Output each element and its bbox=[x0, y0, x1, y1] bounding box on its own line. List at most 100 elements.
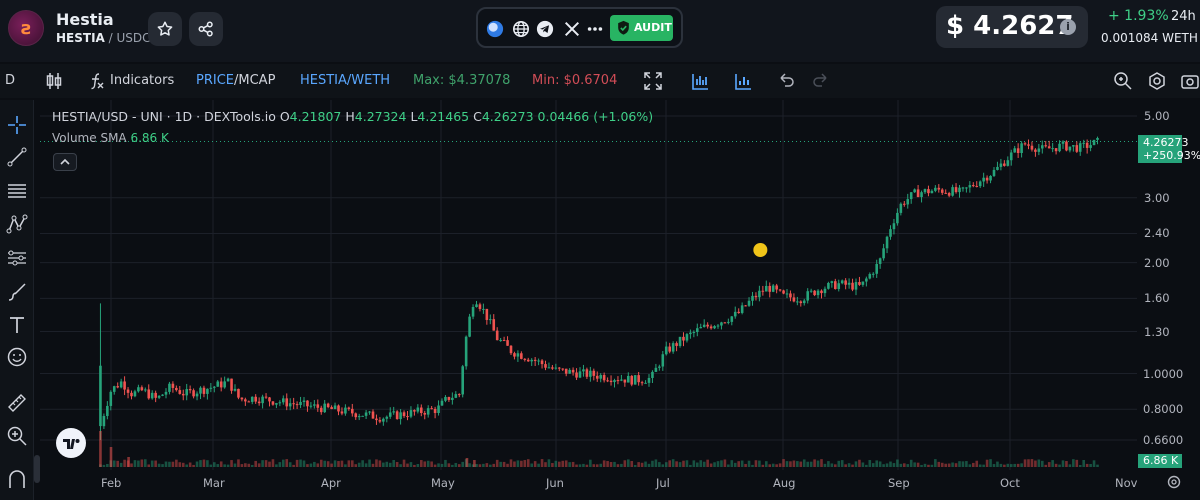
volume-bar bbox=[578, 464, 582, 467]
volume-bar bbox=[254, 460, 257, 467]
candle-body bbox=[150, 392, 154, 399]
max-price: Max: $4.37078 bbox=[413, 73, 511, 88]
horizontal-lines-icon[interactable] bbox=[6, 180, 28, 202]
volume-bar bbox=[792, 460, 796, 467]
volume-bar bbox=[985, 459, 989, 467]
volume-bar bbox=[268, 461, 271, 467]
price-tick-label: 1.60 bbox=[1144, 291, 1170, 306]
volume-bar bbox=[219, 461, 223, 467]
candle-body bbox=[112, 386, 116, 392]
settings-icon[interactable] bbox=[1147, 71, 1167, 91]
ruler-icon[interactable] bbox=[6, 392, 28, 414]
forecast-icon[interactable] bbox=[6, 247, 28, 269]
pair-toggle[interactable]: HESTIA/WETH bbox=[300, 73, 391, 88]
candle-body bbox=[961, 187, 965, 189]
volume-bar bbox=[237, 459, 240, 467]
candle-body bbox=[892, 223, 896, 230]
candle-body bbox=[716, 325, 720, 327]
volume-bar bbox=[916, 462, 920, 467]
volume-bar bbox=[395, 461, 399, 467]
candle-body bbox=[537, 360, 540, 362]
candle-body bbox=[154, 392, 157, 398]
volume-bar bbox=[968, 464, 972, 467]
candle-body bbox=[775, 285, 778, 290]
left-scrollbar[interactable] bbox=[34, 455, 40, 483]
candle-body bbox=[175, 387, 178, 391]
tradingview-logo[interactable] bbox=[56, 428, 86, 458]
telegram-icon[interactable] bbox=[536, 20, 554, 38]
camera-icon[interactable] bbox=[1180, 71, 1200, 91]
volume-bar bbox=[613, 461, 616, 467]
candle-body bbox=[1068, 146, 1072, 151]
candle-body bbox=[106, 405, 109, 416]
volume-bar bbox=[168, 461, 171, 467]
interval-selector[interactable]: D bbox=[5, 73, 16, 88]
indicators-button[interactable]: Indicators bbox=[110, 73, 175, 88]
date-tick-label: Aug bbox=[773, 476, 796, 490]
info-icon[interactable]: i bbox=[1060, 19, 1076, 35]
price-chart[interactable] bbox=[40, 100, 1137, 470]
close-value: 4.26273 bbox=[481, 109, 534, 124]
volume-bar bbox=[375, 459, 378, 467]
candle-body bbox=[730, 316, 734, 322]
zoom-in-icon[interactable] bbox=[6, 425, 28, 447]
bar-chart-icon[interactable] bbox=[690, 71, 710, 91]
volume-bar bbox=[744, 463, 747, 467]
candle-body bbox=[909, 192, 913, 200]
candle-body bbox=[219, 381, 223, 388]
redo-icon[interactable] bbox=[812, 71, 830, 89]
undo-icon[interactable] bbox=[777, 71, 795, 89]
axis-settings-icon[interactable] bbox=[1166, 474, 1182, 490]
volume-bar bbox=[799, 461, 803, 467]
text-icon[interactable] bbox=[6, 314, 28, 336]
fullscreen-icon[interactable] bbox=[643, 71, 663, 91]
volume-bar bbox=[1023, 459, 1027, 467]
globe-icon[interactable] bbox=[512, 20, 530, 38]
coin-icon[interactable] bbox=[486, 20, 504, 38]
tradingview-icon bbox=[63, 439, 80, 449]
audit-button[interactable]: AUDIT bbox=[610, 15, 673, 41]
top-header: ƨ Hestia HESTIA / USDC bbox=[0, 0, 1200, 62]
price-mcap-toggle[interactable]: PRICE/MCAP bbox=[196, 73, 275, 88]
x-icon[interactable] bbox=[563, 20, 581, 38]
magnet-icon[interactable] bbox=[6, 468, 28, 490]
volume-bar bbox=[802, 459, 806, 467]
candle-body bbox=[620, 379, 623, 381]
brush-icon[interactable] bbox=[6, 281, 28, 303]
volume-bar bbox=[737, 461, 740, 467]
more-icon[interactable] bbox=[586, 20, 604, 38]
change-period: 24h bbox=[1171, 9, 1196, 24]
volume-bar bbox=[1082, 459, 1085, 467]
collapse-legend-button[interactable] bbox=[53, 153, 77, 171]
volume-bar bbox=[713, 462, 716, 467]
volume-bar bbox=[537, 463, 540, 467]
price-label: PRICE bbox=[196, 73, 234, 88]
candle-body bbox=[975, 185, 979, 187]
volume-bar bbox=[119, 462, 123, 467]
share-button[interactable] bbox=[189, 12, 223, 46]
date-tick-label: Mar bbox=[203, 476, 225, 490]
candle-body bbox=[585, 369, 589, 377]
volume-chart-icon[interactable] bbox=[733, 71, 753, 91]
trend-line-icon[interactable] bbox=[6, 146, 28, 168]
candle-body bbox=[578, 371, 582, 378]
volume-bar bbox=[216, 464, 220, 467]
volume-bar bbox=[385, 461, 389, 467]
candle-body bbox=[865, 278, 868, 282]
candle-body bbox=[275, 403, 278, 405]
function-icon[interactable] bbox=[88, 71, 106, 91]
volume-bar bbox=[1009, 464, 1013, 467]
favorite-button[interactable] bbox=[148, 12, 182, 46]
candle-body bbox=[406, 416, 409, 418]
candles-icon[interactable] bbox=[45, 71, 63, 91]
candle-body bbox=[592, 370, 596, 376]
search-zoom-icon[interactable] bbox=[1113, 71, 1133, 91]
volume-bar bbox=[285, 459, 289, 467]
candle-body bbox=[454, 394, 458, 398]
pair-base: HESTIA bbox=[56, 31, 105, 45]
emoji-icon[interactable] bbox=[6, 346, 28, 368]
crosshair-icon[interactable] bbox=[6, 114, 28, 136]
pattern-icon[interactable] bbox=[6, 213, 28, 235]
candle-body bbox=[747, 300, 751, 306]
volume-bar bbox=[575, 464, 578, 467]
